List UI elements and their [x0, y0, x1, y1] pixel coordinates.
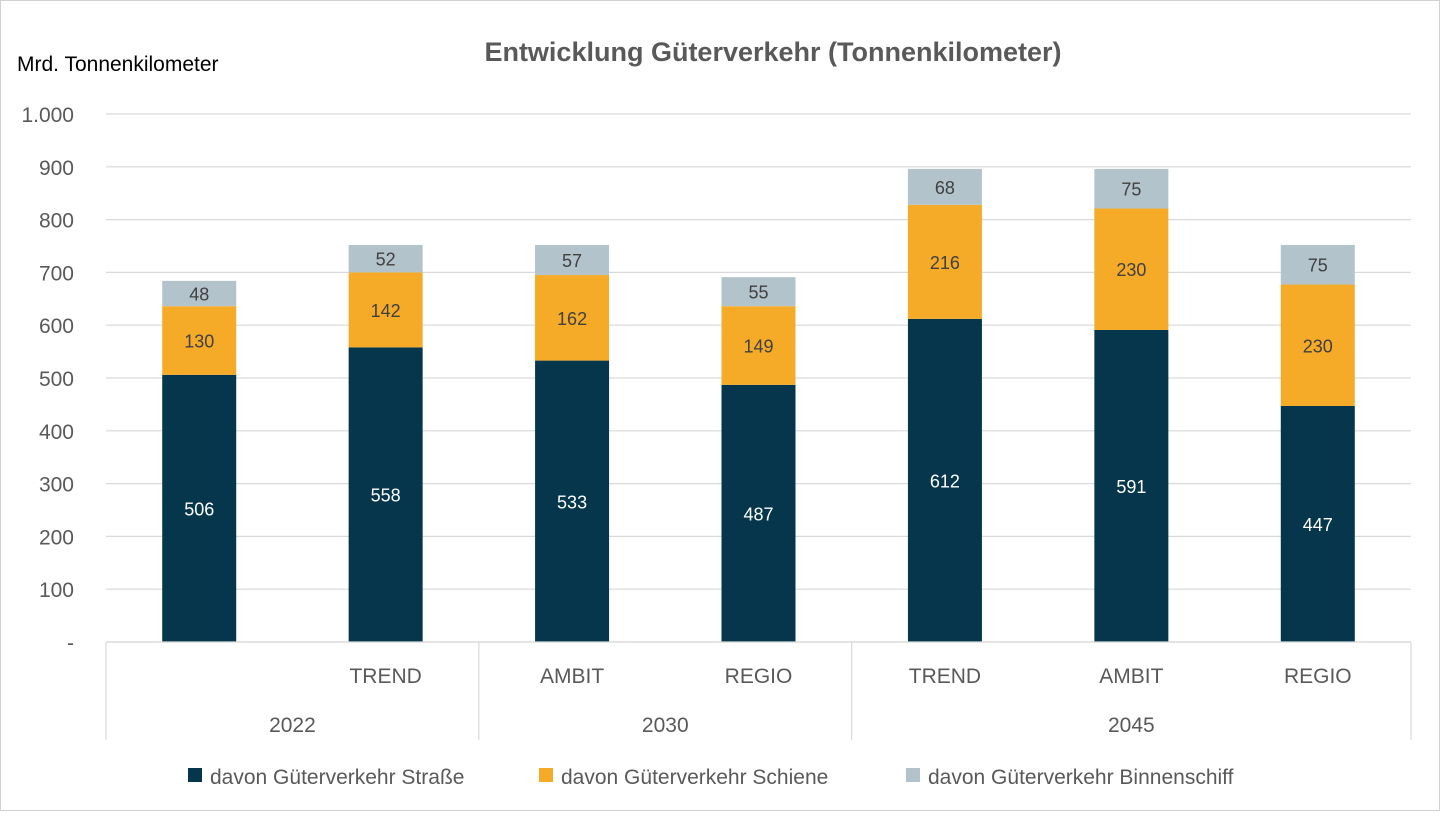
- bar-segment: [1094, 329, 1169, 642]
- y-tick-label: 300: [39, 474, 74, 497]
- data-label: 130: [184, 332, 214, 352]
- bar-segment: [1094, 168, 1169, 209]
- data-label: 558: [371, 486, 401, 506]
- data-label: 447: [1303, 515, 1333, 535]
- data-label: 149: [743, 337, 773, 357]
- x-group-label: 2022: [269, 714, 316, 737]
- y-tick-label: 200: [39, 526, 74, 549]
- data-label: 533: [557, 492, 587, 512]
- bar-segment: [1280, 244, 1355, 285]
- bar-segment: [907, 168, 982, 205]
- bar-segment: [162, 280, 237, 307]
- data-label: 591: [1116, 477, 1146, 497]
- bar-segment: [348, 347, 423, 642]
- bars: 506 130 48 558 142 52 533 162 57 487 149 55 612 216 68…: [162, 168, 1355, 642]
- bar-segment: [721, 384, 796, 642]
- x-category-label: AMBIT: [540, 665, 604, 688]
- y-tick-label: 100: [39, 579, 74, 602]
- bar-segment: [535, 244, 610, 276]
- y-axis-ticks: - 100 200 300 400 500 600 700 800 900 1.000: [21, 104, 74, 655]
- bar-segment: [721, 306, 796, 385]
- y-tick-label: 1.000: [21, 104, 74, 127]
- y-tick-label: 400: [39, 421, 74, 444]
- bar-segment: [721, 277, 796, 307]
- legend-swatch: [906, 768, 920, 782]
- x-axis: TREND AMBIT REGIO TREND AMBIT REGIO 2022 2030 20…: [105, 641, 1412, 740]
- bar-segment: [162, 374, 237, 642]
- legend: davon Güterverkehr Straße davon Güterverk…: [188, 766, 1234, 789]
- x-category-label: AMBIT: [1099, 665, 1163, 688]
- x-category-label: REGIO: [725, 665, 793, 688]
- bar-segment: [1280, 405, 1355, 642]
- data-label: 52: [376, 250, 396, 270]
- data-label: 506: [184, 499, 214, 519]
- data-label: 57: [562, 251, 582, 271]
- data-label: 612: [930, 471, 960, 491]
- chart-title: Entwicklung Güterverkehr (Tonnenkilomete…: [484, 37, 1061, 67]
- y-tick-label: -: [67, 632, 74, 655]
- bar-segment: [907, 318, 982, 642]
- x-category-label: TREND: [909, 665, 981, 688]
- data-label: 75: [1308, 256, 1328, 276]
- legend-label: davon Güterverkehr Straße: [210, 766, 464, 789]
- bar-segment: [1094, 208, 1169, 330]
- bar-segment: [907, 204, 982, 319]
- x-group-label: 2045: [1108, 714, 1155, 737]
- legend-label: davon Güterverkehr Schiene: [561, 766, 828, 789]
- data-label: 55: [748, 283, 768, 303]
- data-label: 230: [1303, 336, 1333, 356]
- data-label: 162: [557, 309, 587, 329]
- legend-swatch: [188, 768, 202, 782]
- y-tick-label: 700: [39, 262, 74, 285]
- y-tick-label: 900: [39, 157, 74, 180]
- y-tick-label: 500: [39, 368, 74, 391]
- bar-segment: [348, 272, 423, 348]
- data-label: 230: [1116, 260, 1146, 280]
- bar-segment: [162, 306, 237, 375]
- bar-segment: [535, 275, 610, 361]
- bar-segment: [348, 244, 423, 273]
- data-label: 142: [371, 301, 401, 321]
- bar-segment: [535, 360, 610, 642]
- data-label: 216: [930, 253, 960, 273]
- data-label: 75: [1121, 180, 1141, 200]
- x-category-label: REGIO: [1284, 665, 1352, 688]
- x-category-label: TREND: [349, 665, 421, 688]
- y-tick-label: 600: [39, 315, 74, 338]
- x-group-label: 2030: [642, 714, 689, 737]
- data-label: 487: [743, 504, 773, 524]
- bar-segment: [1280, 284, 1355, 406]
- data-label: 68: [935, 178, 955, 198]
- data-label: 48: [189, 285, 209, 305]
- legend-swatch: [539, 768, 553, 782]
- y-tick-label: 800: [39, 210, 74, 233]
- legend-label: davon Güterverkehr Binnenschiff: [928, 766, 1234, 789]
- y-axis-label: Mrd. Tonnenkilometer: [17, 53, 219, 76]
